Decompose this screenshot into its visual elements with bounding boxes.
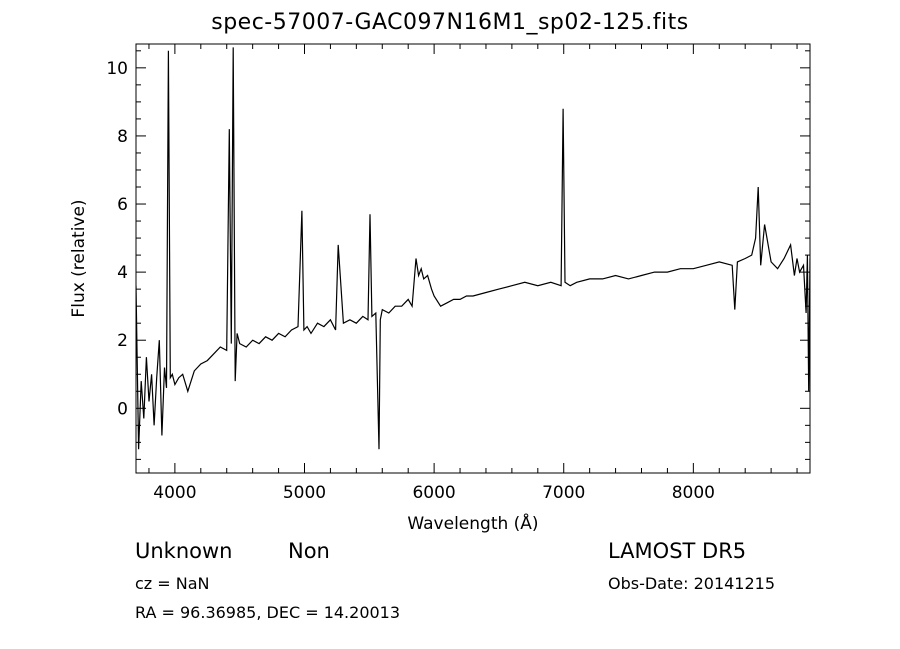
redshift-text: cz = NaN: [135, 574, 210, 593]
spectrum-series-line: [136, 47, 810, 450]
y-axis-label: Flux (relative): [69, 199, 89, 317]
y-tick-label: 4: [117, 263, 128, 283]
y-tick-label: 2: [117, 331, 128, 351]
x-tick-label: 7000: [542, 483, 585, 503]
y-tick-label: 10: [106, 59, 128, 79]
x-tick-label: 5000: [283, 483, 326, 503]
x-axis-label: Wavelength (Å): [407, 512, 538, 534]
survey-label: LAMOST DR5: [608, 539, 747, 563]
y-tick-label: 8: [117, 127, 128, 147]
subclass-label: Non: [288, 539, 330, 563]
y-tick-label: 0: [117, 399, 128, 419]
x-tick-label: 4000: [153, 483, 196, 503]
obs-date-text: Obs-Date: 20141215: [608, 574, 776, 593]
y-tick-label: 6: [117, 195, 128, 215]
x-tick-label: 8000: [672, 483, 715, 503]
x-tick-label: 6000: [412, 483, 455, 503]
class-label: Unknown: [135, 539, 233, 563]
plot-frame: [135, 43, 811, 474]
coordinates-text: RA = 96.36985, DEC = 14.20013: [135, 603, 401, 622]
chart-title: spec-57007-GAC097N16M1_sp02-125.fits: [211, 10, 689, 35]
